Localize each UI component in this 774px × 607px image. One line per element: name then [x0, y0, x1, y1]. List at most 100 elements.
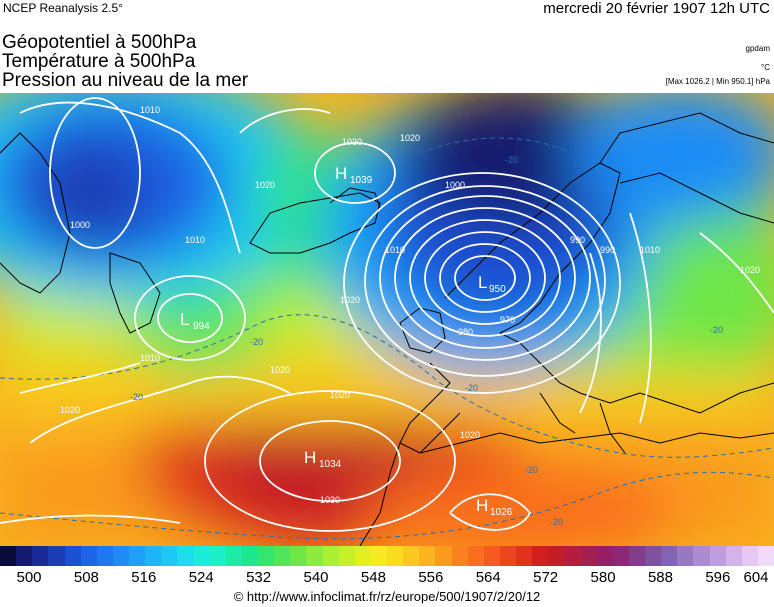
isobars — [0, 97, 774, 532]
pressure-centers: H 1039 L 994 L 950 H 1034 H 1026 — [180, 164, 513, 518]
pressure-center-value: 950 — [489, 284, 506, 295]
colorbar-swatch — [0, 546, 17, 566]
isobar-label: 1010 — [140, 105, 160, 115]
temperature-label: -20 — [130, 392, 143, 402]
high-center-azores: H 1034 — [304, 448, 342, 470]
colorbar-tick-label: 540 — [303, 569, 329, 586]
colorbar-swatch — [48, 546, 65, 566]
weather-map: 1010 1030 1020 1000 1010 1020 1010 1000 … — [0, 93, 774, 546]
isobar-label: 1000 — [70, 220, 90, 230]
colorbar-swatch — [467, 546, 484, 566]
isobar-label: 1030 — [320, 495, 340, 505]
colorbar-swatch — [209, 546, 226, 566]
colorbar-swatch — [32, 546, 49, 566]
colorbar-swatch — [435, 546, 452, 566]
unit-geopotential: gpdam — [745, 44, 770, 53]
colorbar-ticks: 500 508 516 524 532 540 548 556 564 572 580 588 596 6… — [0, 566, 774, 588]
temperature-label: -20 — [250, 337, 263, 347]
pressure-center-type: H — [304, 448, 316, 467]
isobar-label: 1010 — [640, 245, 660, 255]
colorbar-swatch — [370, 546, 387, 566]
colorbar-swatch — [387, 546, 404, 566]
coastlines — [0, 112, 774, 546]
colorbar-swatch — [564, 546, 581, 566]
isobar-label: 1020 — [400, 133, 420, 143]
pressure-center-value: 1026 — [490, 507, 513, 518]
temperature-label: -20 — [550, 517, 563, 527]
colorbar-swatch — [661, 546, 678, 566]
title-pressure: Pression au niveau de la mer — [2, 70, 249, 91]
colorbar-swatch — [725, 546, 742, 566]
temperature-label: -20 — [505, 155, 518, 165]
temperature-label: -20 — [525, 465, 538, 475]
colorbar-swatch — [419, 546, 436, 566]
isobar-label: 1000 — [445, 180, 465, 190]
unit-pressure-range: [Max 1026.2 | Min 950.1] hPa — [665, 77, 770, 86]
isobar-label: 970 — [500, 315, 515, 325]
temperature-labels: -20 -20 -20 -20 -20 -20 -20 — [130, 155, 723, 527]
colorbar-tick-label: 588 — [647, 569, 673, 586]
colorbar-swatch — [241, 546, 258, 566]
source-label: NCEP Reanalysis 2.5° — [3, 1, 123, 15]
isobar-label: 1020 — [340, 295, 360, 305]
footer-copyright: © http://www.infoclimat.fr/rz/europe/500… — [233, 589, 541, 604]
colorbar-swatch — [177, 546, 194, 566]
colorbar-tick-label: 564 — [475, 569, 501, 586]
colorbar-swatch — [532, 546, 549, 566]
colorbar-swatch — [483, 546, 500, 566]
isobar-label: 1020 — [330, 390, 350, 400]
colorbar-swatch — [757, 546, 774, 566]
isobar-label: 990 — [570, 235, 585, 245]
colorbar-swatch — [145, 546, 162, 566]
colorbar-swatch — [451, 546, 468, 566]
colorbar-tick-label: 556 — [418, 569, 444, 586]
low-center-north-sea: L 950 — [478, 273, 506, 295]
colorbar-swatch — [258, 546, 275, 566]
colorbar-swatch — [741, 546, 758, 566]
colorbar-swatch — [64, 546, 81, 566]
colorbar-swatch — [161, 546, 178, 566]
colorbar-swatch — [709, 546, 726, 566]
colorbar-swatch — [645, 546, 662, 566]
isobar-label: 1020 — [255, 180, 275, 190]
isobar-label: 1010 — [140, 353, 160, 363]
pressure-center-type: H — [335, 164, 347, 183]
isobar-label: 1010 — [185, 235, 205, 245]
pressure-center-value: 1039 — [350, 175, 373, 186]
isobar-labels: 1010 1030 1020 1000 1010 1020 1010 1000 … — [60, 105, 760, 505]
unit-temperature: °C — [761, 63, 770, 72]
colorbar-tick-label: 508 — [73, 569, 99, 586]
colorbar-tick-label: 500 — [16, 569, 42, 586]
colorbar-tick-label: 524 — [188, 569, 214, 586]
isobar-label: 1030 — [342, 137, 362, 147]
colorbar-swatch — [129, 546, 146, 566]
colorbar-swatch — [96, 546, 113, 566]
colorbar-swatch — [403, 546, 420, 566]
colorbar-swatch — [596, 546, 613, 566]
colorbar-tick-label: 604 — [743, 569, 769, 586]
colorbar-swatch — [338, 546, 355, 566]
colorbar-swatch — [628, 546, 645, 566]
isobar-label: 990 — [600, 245, 615, 255]
colorbar-tick-label: 596 — [705, 569, 731, 586]
colorbar-swatch — [306, 546, 323, 566]
isobar-label: 980 — [458, 327, 473, 337]
colorbar-swatch — [322, 546, 339, 566]
colorbar-swatch — [548, 546, 565, 566]
colorbar-swatch — [80, 546, 97, 566]
pressure-center-value: 994 — [193, 321, 210, 332]
isobar-label: 1020 — [740, 265, 760, 275]
colorbar-swatch — [290, 546, 307, 566]
isobar-label: 1020 — [460, 430, 480, 440]
colorbar-tick-label: 548 — [360, 569, 386, 586]
colorbar-tick-label: 580 — [590, 569, 616, 586]
colorbar-swatch — [516, 546, 533, 566]
high-center-africa: H 1026 — [476, 496, 513, 518]
colorbar-swatch — [499, 546, 516, 566]
temperature-label: -20 — [465, 383, 478, 393]
colorbar-tick-label: 572 — [533, 569, 559, 586]
isobar-label: 1020 — [60, 405, 80, 415]
colorbar-swatch — [193, 546, 210, 566]
colorbar-tick-label: 516 — [131, 569, 157, 586]
colorbar-swatch — [16, 546, 33, 566]
